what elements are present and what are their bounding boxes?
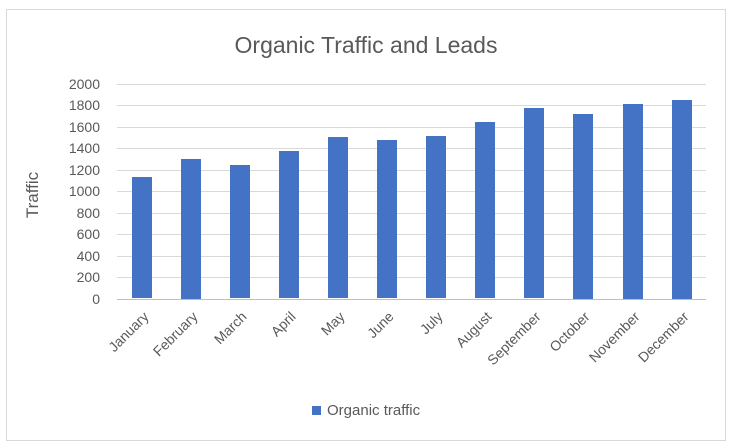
legend-label: Organic traffic [327, 402, 421, 419]
bar-september [524, 108, 544, 298]
gridline [117, 213, 706, 214]
gridline [117, 170, 706, 171]
y-tick-label: 200 [76, 269, 100, 285]
gridline [117, 127, 706, 128]
legend-swatch-icon [312, 406, 321, 415]
bar-may [328, 137, 348, 298]
y-tick-label: 1800 [68, 97, 100, 113]
gridline [117, 191, 706, 192]
gridline [117, 84, 706, 85]
y-tick-label: 1600 [68, 119, 100, 135]
y-tick-label: 0 [92, 291, 100, 307]
x-axis-line [117, 299, 706, 300]
y-tick-label: 1000 [68, 183, 100, 199]
bar-february [181, 159, 201, 299]
gridline [117, 234, 706, 235]
y-tick-label: 2000 [68, 76, 100, 92]
chart-title: Organic Traffic and Leads [234, 32, 498, 58]
bar-june [377, 140, 397, 298]
bar-march [230, 165, 250, 298]
y-tick-label: 400 [76, 248, 100, 264]
gridline [117, 277, 706, 278]
bar-october [573, 114, 593, 299]
gridline [117, 148, 706, 149]
bar-july [426, 136, 446, 298]
y-tick-label: 800 [76, 205, 100, 221]
bar-december [672, 100, 692, 299]
bar-august [475, 122, 495, 298]
y-tick-label: 1200 [68, 162, 100, 178]
gridline [117, 256, 706, 257]
bar-april [279, 151, 299, 298]
legend: Organic traffic [312, 402, 420, 419]
bar-january [132, 177, 152, 298]
y-tick-label: 600 [76, 226, 100, 242]
bar-november [623, 104, 643, 299]
gridline [117, 105, 706, 106]
y-tick-label: 1400 [68, 140, 100, 156]
chart-area: Organic Traffic and Leads [6, 9, 726, 441]
